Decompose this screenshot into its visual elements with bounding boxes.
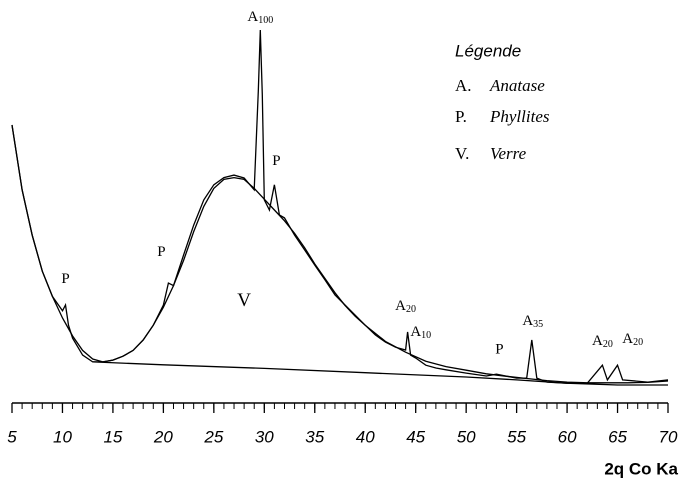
annotation-text: P [157,245,165,261]
x-tick-label: 5 [7,427,17,446]
x-tick-label: 40 [356,427,375,446]
annotation: A20 [395,299,416,316]
annotation: A100 [247,10,273,27]
annotation: P [495,342,503,358]
legend-label: Verre [490,144,527,163]
x-tick-label: 10 [53,427,72,446]
annotation-text: A [395,299,406,315]
x-tick-label: 30 [255,427,274,446]
annotation: P [157,245,165,261]
x-tick-label: 50 [457,427,476,446]
trace [11,29,669,384]
trace [92,361,668,386]
legend-label: Phyllites [489,107,550,126]
x-tick-label: 35 [305,427,324,446]
annotation-sub: 35 [533,319,543,330]
annotation: A20 [592,334,613,351]
trace [11,124,669,384]
x-tick-label: 25 [203,427,223,446]
annotation-text: A [410,325,421,341]
x-axis-label: 2q Co Ka [604,459,678,478]
x-tick-label: 70 [659,427,678,446]
annotation-text: P [61,271,69,287]
annotation-sub: 20 [406,304,416,315]
annotation: A20 [622,331,643,348]
annotation-text: A [592,334,603,350]
annotation: V [237,291,251,312]
x-tick-label: 45 [406,427,425,446]
x-tick-label: 15 [103,427,122,446]
annotation-text: P [272,154,280,170]
x-tick-label: 65 [608,427,627,446]
legend-key: A. [455,76,472,95]
annotation-sub: 10 [421,330,431,341]
annotation-text: A [522,313,533,329]
x-tick-label: 55 [507,427,526,446]
legend-label: Anatase [489,76,545,95]
x-tick-label: 60 [558,427,577,446]
annotation: A10 [410,325,431,342]
legend-key: V. [455,144,469,163]
annotation: A35 [522,313,543,330]
legend-key: P. [455,107,467,126]
annotation-text: A [622,331,633,347]
legend-title: Légende [455,41,521,60]
annotation-sub: 20 [603,339,613,350]
annotation-text: V [237,291,251,312]
annotation: P [272,154,280,170]
annotation-sub: 20 [633,337,643,348]
annotation-sub: 100 [258,15,273,26]
annotation: P [61,271,69,287]
annotation-text: A [247,10,258,26]
x-tick-label: 20 [153,427,173,446]
annotation-text: P [495,342,503,358]
